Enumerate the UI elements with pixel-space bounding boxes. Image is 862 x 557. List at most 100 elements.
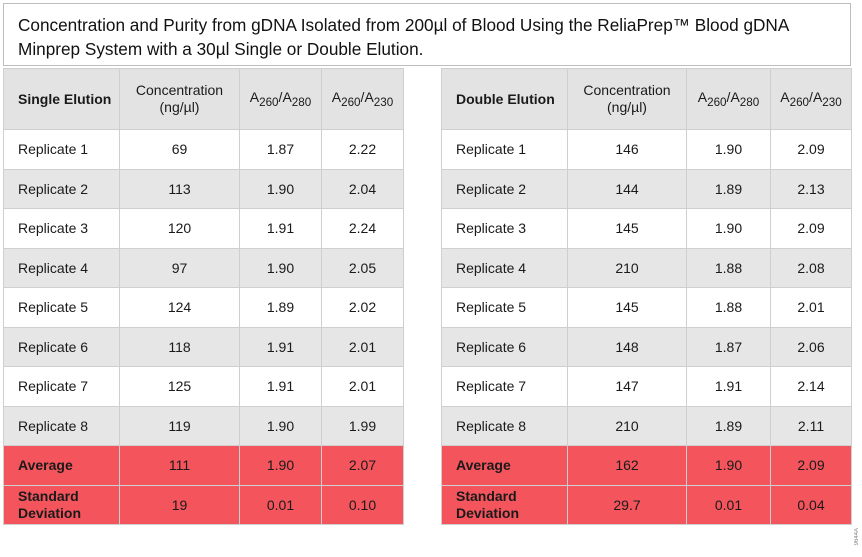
- replicate-label: Replicate 1: [3, 129, 120, 170]
- a280-cell: 1.88: [686, 247, 771, 288]
- average-label: Average: [3, 445, 120, 486]
- a280-cell: 1.87: [686, 326, 771, 367]
- table-row: Replicate 4 210 1.88 2.08: [441, 247, 852, 288]
- average-row: Average 162 1.90 2.09: [441, 445, 852, 486]
- average-a280: 1.90: [686, 445, 771, 486]
- replicate-label: Replicate 3: [3, 208, 120, 249]
- replicate-label: Replicate 8: [441, 405, 568, 446]
- a280-cell: 1.91: [686, 366, 771, 407]
- concentration-cell: 124: [119, 287, 240, 328]
- a280-cell: 1.91: [239, 366, 322, 407]
- a260-a230-header: A260/A230: [321, 68, 404, 130]
- table-title: Concentration and Purity from gDNA Isola…: [3, 3, 851, 66]
- single-elution-header: Single Elution: [3, 68, 120, 130]
- concentration-cell: 147: [567, 366, 687, 407]
- single-elution-table: Single Elution Concentration (ng/µl) A260…: [3, 68, 404, 525]
- double-elution-table: Double Elution Concentration (ng/µl) A260…: [441, 68, 852, 525]
- table-row: Replicate 4 97 1.90 2.05: [3, 247, 404, 288]
- a230-cell: 2.04: [321, 168, 404, 209]
- concentration-cell: 119: [119, 405, 240, 446]
- a280-cell: 1.90: [686, 129, 771, 170]
- replicate-label: Replicate 6: [441, 326, 568, 367]
- a230-cell: 2.09: [770, 208, 852, 249]
- a230-cell: 2.02: [321, 287, 404, 328]
- a280-cell: 1.90: [239, 405, 322, 446]
- table-row: Replicate 1 146 1.90 2.09: [441, 129, 852, 170]
- table-row: Replicate 8 119 1.90 1.99: [3, 405, 404, 446]
- a230-cell: 2.01: [321, 326, 404, 367]
- a230-cell: 2.13: [770, 168, 852, 209]
- concentration-cell: 120: [119, 208, 240, 249]
- a230-cell: 2.01: [770, 287, 852, 328]
- average-concentration: 111: [119, 445, 240, 486]
- concentration-cell: 145: [567, 208, 687, 249]
- table-row: Replicate 7 125 1.91 2.01: [3, 366, 404, 407]
- table-row: Replicate 5 124 1.89 2.02: [3, 287, 404, 328]
- replicate-label: Replicate 4: [3, 247, 120, 288]
- stdev-row: Standard Deviation 19 0.01 0.10: [3, 484, 404, 525]
- replicate-label: Replicate 7: [3, 366, 120, 407]
- replicate-label: Replicate 4: [441, 247, 568, 288]
- concentration-cell: 210: [567, 247, 687, 288]
- replicate-label: Replicate 5: [3, 287, 120, 328]
- concentration-cell: 97: [119, 247, 240, 288]
- replicate-label: Replicate 2: [441, 168, 568, 209]
- a230-cell: 2.14: [770, 366, 852, 407]
- stdev-label: Standard Deviation: [441, 484, 568, 525]
- replicate-label: Replicate 6: [3, 326, 120, 367]
- a230-cell: 2.22: [321, 129, 404, 170]
- a280-cell: 1.90: [239, 168, 322, 209]
- table-row: Replicate 3 145 1.90 2.09: [441, 208, 852, 249]
- average-a280: 1.90: [239, 445, 322, 486]
- a280-cell: 1.91: [239, 326, 322, 367]
- concentration-header: Concentration (ng/µl): [119, 68, 240, 130]
- concentration-cell: 148: [567, 326, 687, 367]
- a260-a230-header: A260/A230: [770, 68, 852, 130]
- single-replicate-rows: Replicate 1 69 1.87 2.22 Replicate 2 113 1.90 2…: [3, 129, 404, 446]
- average-row: Average 111 1.90 2.07: [3, 445, 404, 486]
- stdev-a280: 0.01: [686, 484, 771, 525]
- concentration-cell: 144: [567, 168, 687, 209]
- double-replicate-rows: Replicate 1 146 1.90 2.09 Replicate 2 144 1.89…: [441, 129, 852, 446]
- a280-cell: 1.89: [686, 405, 771, 446]
- table-row: Replicate 6 118 1.91 2.01: [3, 326, 404, 367]
- average-concentration: 162: [567, 445, 687, 486]
- a280-cell: 1.88: [686, 287, 771, 328]
- concentration-cell: 118: [119, 326, 240, 367]
- a280-cell: 1.91: [239, 208, 322, 249]
- replicate-label: Replicate 2: [3, 168, 120, 209]
- a260-a280-header: A260/A280: [686, 68, 771, 130]
- average-a230: 2.07: [321, 445, 404, 486]
- average-a230: 2.09: [770, 445, 852, 486]
- a280-cell: 1.89: [686, 168, 771, 209]
- stdev-a280: 0.01: [239, 484, 322, 525]
- a230-cell: 2.01: [321, 366, 404, 407]
- a230-cell: 2.24: [321, 208, 404, 249]
- table-title-line-1: Concentration and Purity from gDNA Isola…: [18, 15, 790, 35]
- replicate-label: Replicate 3: [441, 208, 568, 249]
- replicate-label: Replicate 7: [441, 366, 568, 407]
- concentration-cell: 125: [119, 366, 240, 407]
- stdev-a230: 0.04: [770, 484, 852, 525]
- a280-cell: 1.87: [239, 129, 322, 170]
- stdev-concentration: 19: [119, 484, 240, 525]
- concentration-cell: 113: [119, 168, 240, 209]
- figure-id-watermark: 9644A: [854, 527, 860, 545]
- table-row: Replicate 5 145 1.88 2.01: [441, 287, 852, 328]
- a230-cell: 2.09: [770, 129, 852, 170]
- table-row: Replicate 3 120 1.91 2.24: [3, 208, 404, 249]
- concentration-header: Concentration (ng/µl): [567, 68, 687, 130]
- replicate-label: Replicate 8: [3, 405, 120, 446]
- a230-cell: 2.08: [770, 247, 852, 288]
- table-row: Replicate 8 210 1.89 2.11: [441, 405, 852, 446]
- a230-cell: 2.11: [770, 405, 852, 446]
- a230-cell: 1.99: [321, 405, 404, 446]
- double-elution-header: Double Elution: [441, 68, 568, 130]
- concentration-cell: 146: [567, 129, 687, 170]
- concentration-cell: 69: [119, 129, 240, 170]
- concentration-cell: 145: [567, 287, 687, 328]
- a230-cell: 2.05: [321, 247, 404, 288]
- a280-cell: 1.90: [239, 247, 322, 288]
- table-row: Replicate 1 69 1.87 2.22: [3, 129, 404, 170]
- stdev-concentration: 29.7: [567, 484, 687, 525]
